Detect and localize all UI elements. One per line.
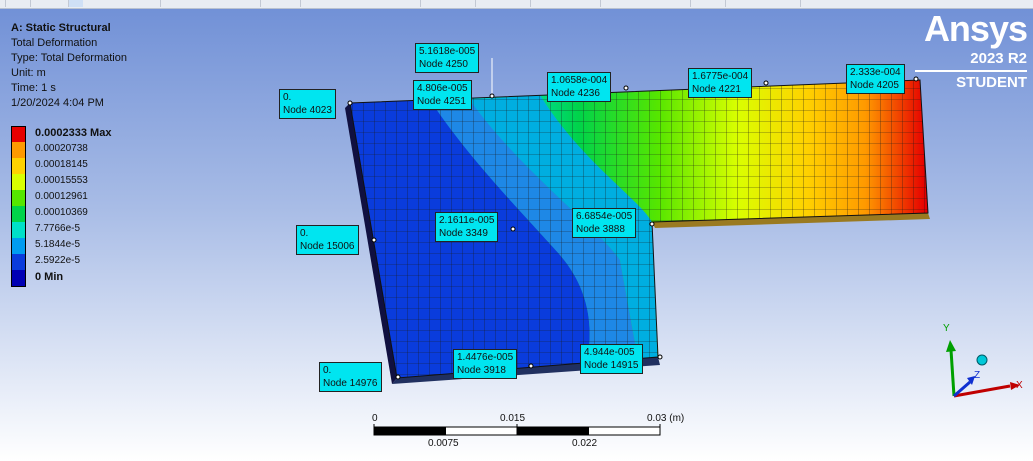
probe-value: 0. [300,228,309,239]
probe-value: 0. [323,365,332,376]
brand-version: 2023 R2 [970,50,1027,67]
toolbar-button[interactable] [160,0,175,7]
probe-node: Node 4251 [417,96,466,107]
probe-node: Node 3888 [576,224,625,235]
toolbar-button[interactable] [800,0,815,7]
toolbar-button[interactable] [690,0,705,7]
result-type: Type: Total Deformation [11,52,127,64]
toolbar-button[interactable] [475,0,490,7]
probe-label[interactable]: 0. Node 4023 [279,89,336,119]
legend-label: 5.1844e-5 [35,239,81,250]
probe-value: 6.6854e-005 [576,211,633,222]
legend-label: 0.00015553 [35,175,88,186]
probe-node: Node 4023 [283,105,332,116]
legend-label: 0 Min [35,271,64,283]
legend-label: 7.7766e-5 [35,223,81,234]
probe-value: 0. [283,92,292,103]
probe-label[interactable]: 2.333e-004 Node 4205 [846,64,905,94]
probe-node: Node 4250 [419,59,468,70]
toolbar-button[interactable] [530,0,545,7]
brand-name: Ansys [923,8,1028,49]
toolbar-button[interactable] [300,0,315,7]
legend-label: 0.00018145 [35,159,88,170]
legend-label: 2.5922e-5 [35,255,81,266]
legend-swatch [11,254,26,270]
result-unit: Unit: m [11,67,46,79]
result-name: Total Deformation [11,37,98,49]
axis-z-label: Z [974,370,981,381]
probe-label[interactable]: 0. Node 14976 [319,362,382,392]
probe-value: 1.0658e-004 [551,75,608,86]
legend-swatch [11,126,26,143]
toolbar-button[interactable] [725,0,740,7]
legend-label: 0.00012961 [35,191,88,202]
legend-swatch [11,222,26,238]
result-time: Time: 1 s [11,82,56,94]
scale-label: 0.015 [500,413,526,424]
probe-node: Node 15006 [300,241,355,252]
ansys-logo: Ansys 2023 R2 STUDENT [915,8,1028,92]
probe-node: Node 4205 [850,80,899,91]
legend-swatch [11,238,26,254]
probe-label[interactable]: 5.1618e-005 Node 4250 [415,43,480,73]
probe-label[interactable]: 2.1611e-005 Node 3349 [435,212,499,242]
probe-value: 4.944e-005 [584,347,635,358]
probe-node: Node 3349 [439,228,488,239]
scale-label: 0.0075 [428,438,459,449]
probe-label[interactable]: 1.0658e-004 Node 4236 [547,72,612,102]
brand-divider [915,70,1027,72]
legend-swatch [11,158,26,174]
probe-label[interactable]: 1.4476e-005 Node 3918 [453,349,518,379]
toolbar-button[interactable] [30,0,45,7]
axis-y-label: Y [943,323,950,334]
result-date: 1/20/2024 4:04 PM [11,97,104,109]
legend-swatch [11,206,26,222]
toolbar [0,0,1033,9]
part-edge [345,103,397,384]
probe-label[interactable]: 6.6854e-005 Node 3888 [572,208,637,238]
axis-x-label: X [1016,380,1023,391]
legend-swatch [11,174,26,190]
scale-label: 0 [372,413,378,424]
scale-label: 0.03 (m) [647,413,685,424]
probe-label[interactable]: 1.6775e-004 Node 4221 [688,68,753,98]
probe-value: 5.1618e-005 [419,46,476,57]
deformation-contour [350,80,928,378]
toolbar-button[interactable] [68,0,83,7]
legend-swatch [11,270,26,287]
legend-swatch [11,190,26,206]
probe-node: Node 3918 [457,365,506,376]
probe-node: Node 4236 [551,88,600,99]
toolbar-button[interactable] [5,0,20,7]
probe-value: 2.333e-004 [850,67,901,78]
probe-label[interactable]: 4.944e-005 Node 14915 [580,344,643,374]
legend-label: 0.00020738 [35,143,88,154]
scale-bar-graphic [373,424,661,436]
legend-label: 0.00010369 [35,207,88,218]
analysis-title: A: Static Structural [11,22,111,34]
probe-label[interactable]: 0. Node 15006 [296,225,359,255]
result-info: A: Static Structural Total Deformation T… [11,21,127,111]
legend-label: 0.0002333 Max [35,127,112,139]
toolbar-button[interactable] [600,0,615,7]
legend-swatch [11,142,26,158]
probe-node: Node 14976 [323,378,378,389]
toolbar-button[interactable] [260,0,275,7]
toolbar-button[interactable] [420,0,435,7]
coordinate-triad[interactable]: X Y Z [930,320,1030,415]
part-edge [652,213,930,228]
probe-node: Node 14915 [584,360,639,371]
brand-edition: STUDENT [956,74,1027,91]
probe-value: 1.4476e-005 [457,352,514,363]
probe-label[interactable]: 4.806e-005 Node 4251 [413,80,472,110]
probe-node: Node 4221 [692,84,741,95]
probe-value: 2.1611e-005 [439,215,495,226]
probe-value: 1.6775e-004 [692,71,749,82]
probe-value: 4.806e-005 [417,83,468,94]
scale-label: 0.022 [572,438,598,449]
